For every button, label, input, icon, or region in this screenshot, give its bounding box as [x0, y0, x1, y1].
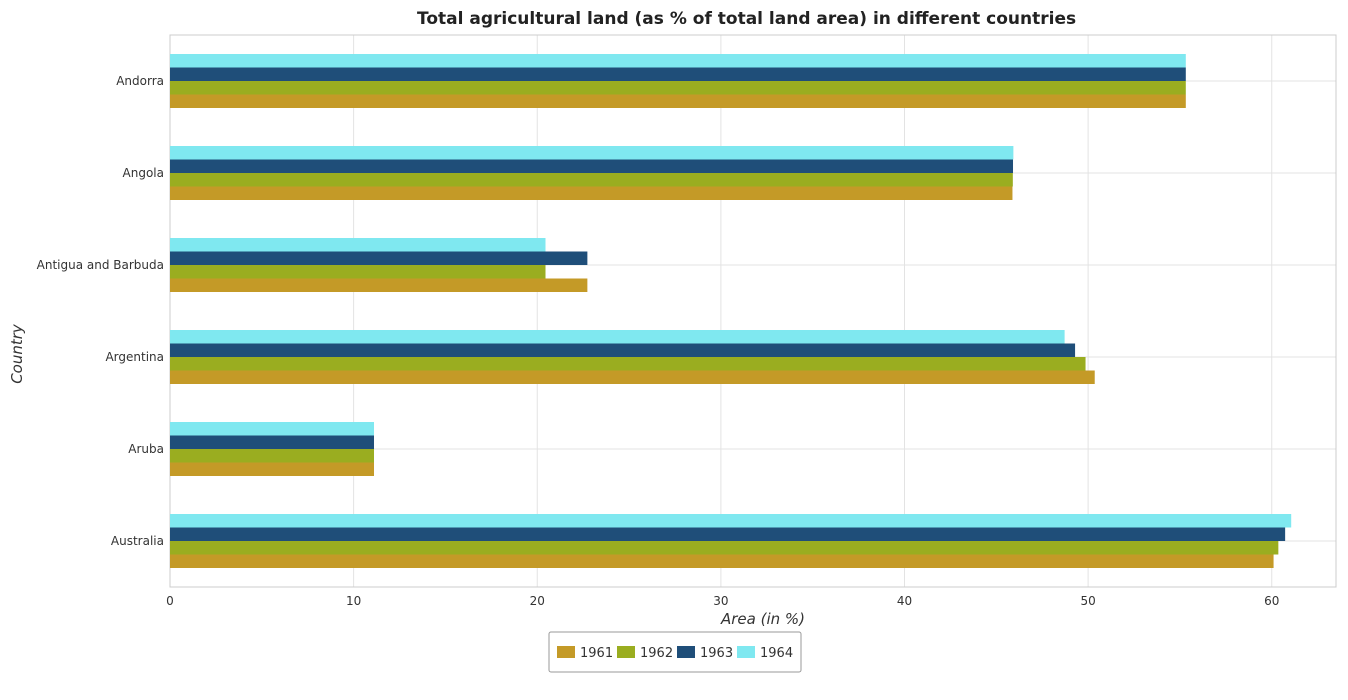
bar-aruba-1961	[170, 462, 375, 476]
x-tick-label: 10	[346, 594, 361, 608]
x-axis-title: Area (in %)	[720, 610, 805, 628]
bar-australia-1961	[170, 554, 1274, 568]
bar-angola-1962	[170, 173, 1013, 187]
bar-australia-1963	[170, 527, 1286, 541]
legend-box	[548, 631, 802, 673]
bar-antigua-and-barbuda-1961	[170, 278, 588, 292]
bar-aruba-1964	[170, 422, 375, 436]
legend-swatch-1961	[557, 646, 575, 658]
bar-andorra-1963	[170, 67, 1186, 81]
bar-angola-1961	[170, 186, 1013, 200]
bar-australia-1964	[170, 514, 1292, 528]
bar-argentina-1964	[170, 330, 1065, 344]
y-axis-title: Country	[8, 323, 26, 384]
y-tick-label: Australia	[111, 534, 164, 548]
x-tick-label: 30	[713, 594, 728, 608]
legend-label-1963: 1963	[700, 646, 733, 661]
bar-andorra-1961	[170, 94, 1186, 108]
bar-antigua-and-barbuda-1963	[170, 251, 588, 265]
plot-frame	[169, 34, 1337, 588]
bars	[170, 54, 1292, 568]
bar-argentina-1961	[170, 370, 1095, 384]
bar-andorra-1962	[170, 81, 1186, 95]
bar-argentina-1962	[170, 357, 1086, 371]
grid	[169, 34, 1337, 588]
bar-angola-1963	[170, 159, 1014, 173]
x-tick-label: 20	[530, 594, 545, 608]
legend: 1961 1962 1963 1964	[548, 631, 802, 673]
x-tick-label: 50	[1080, 594, 1095, 608]
x-tick-label: 60	[1264, 594, 1279, 608]
y-tick-label: Andorra	[116, 74, 164, 88]
bar-australia-1962	[170, 541, 1279, 555]
y-tick-label: Antigua and Barbuda	[37, 258, 164, 272]
y-tick-label: Argentina	[105, 350, 164, 364]
legend-label-1964: 1964	[760, 646, 793, 661]
y-tick-label: Aruba	[128, 442, 164, 456]
y-tick-labels: Andorra Angola Antigua and Barbuda Argentin…	[37, 74, 164, 548]
legend-swatch-1962	[617, 646, 635, 658]
bar-aruba-1963	[170, 435, 375, 449]
bar-andorra-1964	[170, 54, 1186, 68]
y-tick-label: Angola	[123, 166, 164, 180]
legend-swatch-1964	[737, 646, 755, 658]
bar-aruba-1962	[170, 449, 375, 463]
x-tick-label: 0	[166, 594, 174, 608]
bar-antigua-and-barbuda-1962	[170, 265, 546, 279]
bar-antigua-and-barbuda-1964	[170, 238, 546, 252]
x-tick-label: 40	[897, 594, 912, 608]
x-tick-labels: 0 10 20 30 40 50 60	[166, 594, 1279, 608]
chart-title: Total agricultural land (as % of total l…	[417, 9, 1076, 29]
legend-swatch-1963	[677, 646, 695, 658]
legend-label-1962: 1962	[640, 646, 673, 661]
bar-argentina-1963	[170, 343, 1076, 357]
legend-label-1961: 1961	[580, 646, 613, 661]
bar-angola-1964	[170, 146, 1014, 160]
